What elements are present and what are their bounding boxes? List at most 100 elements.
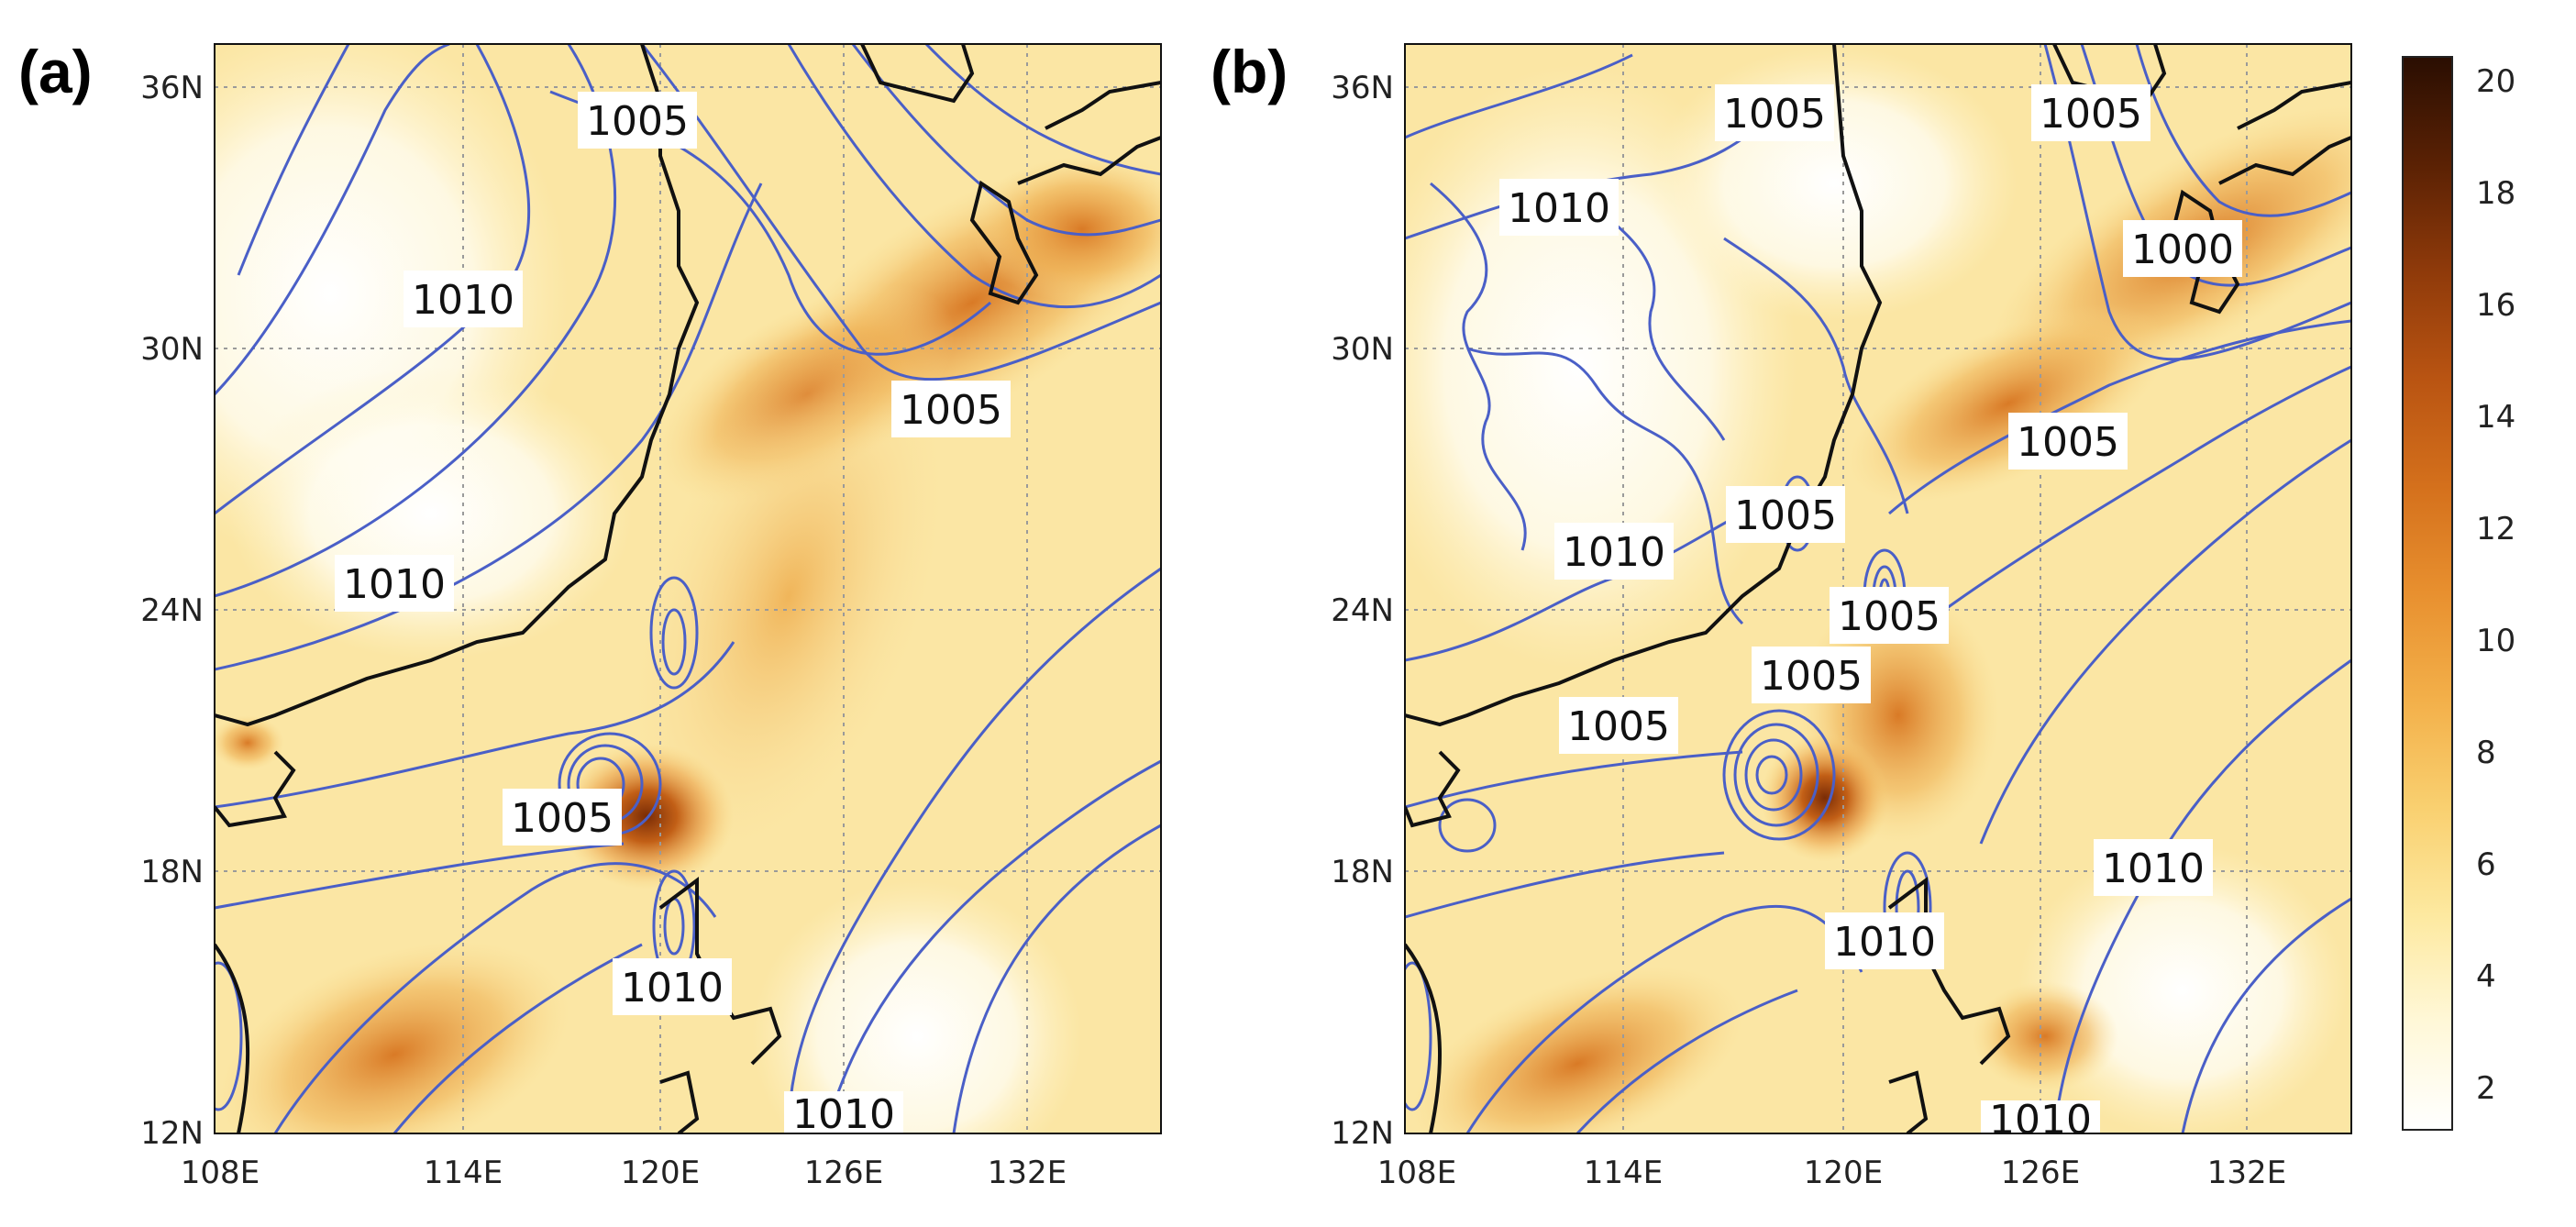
svg-text:1005: 1005 xyxy=(2017,419,2119,466)
coast-china xyxy=(1405,44,1883,727)
isobar xyxy=(1405,512,1743,662)
contour-label: 1000 xyxy=(2123,220,2242,277)
panel-b-lat-axis: 12N 18N 24N 30N 36N xyxy=(1331,70,1394,1152)
isobar-closed xyxy=(1733,723,1819,827)
lon-tick-label: 120E xyxy=(1804,1155,1883,1191)
contour-label: 1010 xyxy=(2094,839,2213,896)
svg-text:1010: 1010 xyxy=(1508,185,1610,232)
lon-tick-label: 120E xyxy=(621,1155,700,1191)
svg-text:1005: 1005 xyxy=(1567,703,1670,750)
svg-text:1010: 1010 xyxy=(2102,846,2205,892)
isobar xyxy=(2135,44,2351,217)
contour-label: 1010 xyxy=(613,958,732,1015)
isobar xyxy=(1405,53,1633,139)
isobar-closed xyxy=(1722,709,1836,841)
panel-a-hotspot xyxy=(559,743,734,890)
coast-mindoro xyxy=(659,1070,700,1133)
isobar xyxy=(787,567,1161,1133)
contour-label: 1005 xyxy=(1559,697,1678,754)
contour-label: 1010 xyxy=(404,271,523,327)
isobar-closed xyxy=(215,961,243,1111)
isobar xyxy=(2181,897,2351,1133)
contour-label: 1005 xyxy=(1752,647,1871,703)
panel-a-lat-axis: 12N 18N 24N 30N 36N xyxy=(140,70,204,1152)
panel-b-hotspot xyxy=(1761,734,1889,862)
contour-label: 1010 xyxy=(335,555,454,612)
lat-tick-label: 30N xyxy=(140,331,204,368)
contour-label: 1010 xyxy=(1825,912,1944,969)
svg-text:1005: 1005 xyxy=(1723,91,1826,138)
isobar xyxy=(237,44,350,276)
colorbar-tick-label: 4 xyxy=(2476,958,2496,995)
isobar xyxy=(392,943,643,1133)
panel-a-west-warm xyxy=(215,715,284,770)
coast-hainan xyxy=(1405,750,1461,828)
isobar-closed xyxy=(649,576,699,690)
colorbar-tick-label: 16 xyxy=(2476,287,2515,324)
panel-a-map: 1005 1010 1005 1010 1005 xyxy=(140,43,1162,1191)
isobar xyxy=(1888,319,2351,515)
coast-hainan xyxy=(215,750,296,828)
colorbar-tick-label: 20 xyxy=(2476,63,2515,100)
panel-b-lon-axis: 108E 114E 120E 126E 132E xyxy=(1377,1155,2286,1191)
contour-label: 1005 xyxy=(578,92,697,149)
coast-luzon xyxy=(1887,877,2011,1066)
svg-text:1005: 1005 xyxy=(511,795,614,842)
lat-tick-label: 12N xyxy=(1331,1115,1394,1152)
coast-korea xyxy=(860,44,975,104)
panel-a-field xyxy=(215,44,1161,1133)
panel-a-coastline xyxy=(215,44,1161,1133)
lon-tick-label: 108E xyxy=(181,1155,260,1191)
lon-tick-label: 114E xyxy=(1584,1155,1663,1191)
isobar xyxy=(215,44,450,396)
svg-text:1005: 1005 xyxy=(2040,91,2142,138)
isobar xyxy=(1979,438,2351,845)
colorbar-tick-label: 8 xyxy=(2476,735,2496,771)
isobar xyxy=(1466,347,1744,625)
contour-label: 1005 xyxy=(503,789,622,846)
svg-text:1010: 1010 xyxy=(343,561,446,608)
contour-label: 1005 xyxy=(2031,84,2150,141)
panel-a-band-ne-2 xyxy=(972,156,1161,303)
coast-kyushu xyxy=(969,180,1039,305)
isobar xyxy=(273,862,717,1133)
panel-a-label: (a) xyxy=(18,38,93,105)
panel-a-band-south xyxy=(628,333,949,859)
lat-tick-label: 18N xyxy=(1331,854,1394,890)
contour-label: 1005 xyxy=(2008,413,2128,470)
isobar xyxy=(215,842,625,910)
panel-b-label: (b) xyxy=(1211,38,1288,105)
coast-japan xyxy=(1017,136,1161,185)
colorbar-tick-label: 6 xyxy=(2476,846,2496,883)
isobar-closed xyxy=(1438,798,1497,853)
isobar xyxy=(215,182,763,671)
coast-vietnam xyxy=(1405,943,1443,1133)
coast-china xyxy=(215,44,700,727)
lat-tick-label: 18N xyxy=(140,854,204,890)
panel-a-frame xyxy=(214,43,1162,1134)
isobar xyxy=(1723,237,1909,514)
isobar xyxy=(952,824,1161,1133)
svg-text:1005: 1005 xyxy=(1734,492,1837,539)
coast-japan-2 xyxy=(1045,81,1161,130)
lon-tick-label: 132E xyxy=(988,1155,1067,1191)
isobar xyxy=(851,44,1161,237)
coast-japan-2 xyxy=(2237,81,2351,130)
lon-tick-label: 114E xyxy=(424,1155,503,1191)
contour-label: 1005 xyxy=(1830,587,1949,644)
lon-tick-label: 126E xyxy=(804,1155,883,1191)
panel-a-low-region-3 xyxy=(752,880,1082,1133)
isobar xyxy=(215,641,735,809)
panel-a-low-region-2 xyxy=(229,367,633,660)
isobar xyxy=(1405,750,1743,809)
isobar xyxy=(1430,182,1527,551)
lat-tick-label: 30N xyxy=(1331,331,1394,368)
colorbar-tick-label: 10 xyxy=(2476,623,2515,659)
isobar xyxy=(1925,365,2351,625)
isobar-closed xyxy=(1405,961,1432,1111)
contour-label: 1010 xyxy=(1554,523,1674,580)
svg-text:1000: 1000 xyxy=(2131,227,2234,273)
isobar xyxy=(1575,989,1798,1133)
isobar-closed xyxy=(661,608,687,676)
